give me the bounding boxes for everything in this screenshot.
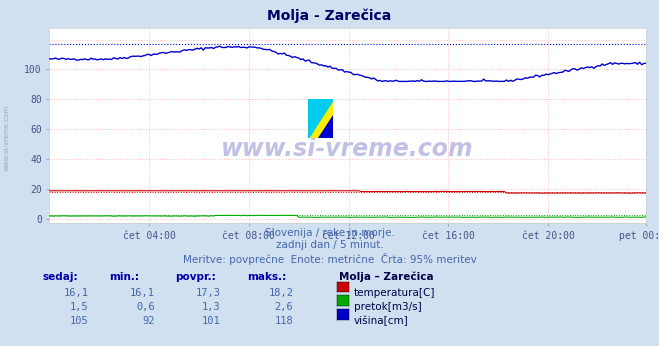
Text: 17,3: 17,3: [196, 288, 221, 298]
Text: povpr.:: povpr.:: [175, 272, 215, 282]
Text: 92: 92: [142, 316, 155, 326]
Text: 18,2: 18,2: [268, 288, 293, 298]
Text: 16,1: 16,1: [130, 288, 155, 298]
Polygon shape: [318, 115, 333, 138]
Text: 2,6: 2,6: [275, 302, 293, 312]
Text: 105: 105: [71, 316, 89, 326]
Text: Meritve: povprečne  Enote: metrične  Črta: 95% meritev: Meritve: povprečne Enote: metrične Črta:…: [183, 253, 476, 265]
Text: 118: 118: [275, 316, 293, 326]
Text: www.si-vreme.com: www.si-vreme.com: [3, 105, 10, 172]
Text: pretok[m3/s]: pretok[m3/s]: [354, 302, 422, 312]
Text: 16,1: 16,1: [64, 288, 89, 298]
Text: Molja - Zarečica: Molja - Zarečica: [268, 9, 391, 23]
Text: 1,5: 1,5: [71, 302, 89, 312]
Text: zadnji dan / 5 minut.: zadnji dan / 5 minut.: [275, 240, 384, 251]
Text: temperatura[C]: temperatura[C]: [354, 288, 436, 298]
Text: višina[cm]: višina[cm]: [354, 316, 409, 326]
Text: maks.:: maks.:: [247, 272, 287, 282]
Polygon shape: [308, 99, 333, 138]
Text: 101: 101: [202, 316, 221, 326]
Text: Slovenija / reke in morje.: Slovenija / reke in morje.: [264, 228, 395, 238]
Text: 1,3: 1,3: [202, 302, 221, 312]
Text: sedaj:: sedaj:: [43, 272, 78, 282]
Text: min.:: min.:: [109, 272, 139, 282]
Text: Molja – Zarečica: Molja – Zarečica: [339, 272, 434, 282]
Polygon shape: [308, 99, 333, 138]
Text: 0,6: 0,6: [136, 302, 155, 312]
Text: www.si-vreme.com: www.si-vreme.com: [221, 137, 474, 161]
